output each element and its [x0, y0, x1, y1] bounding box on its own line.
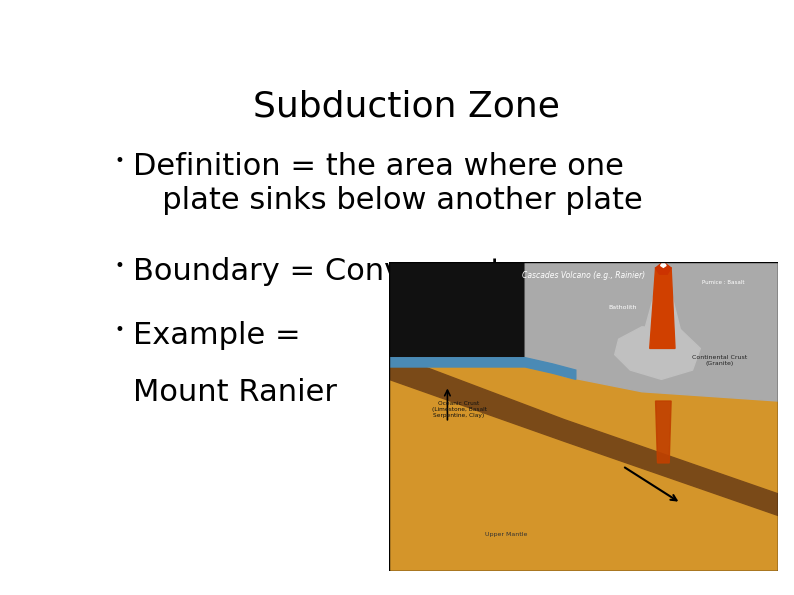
Text: Mount Ranier: Mount Ranier [133, 378, 337, 408]
Text: •: • [114, 257, 124, 275]
Polygon shape [389, 361, 778, 515]
Polygon shape [642, 262, 683, 339]
Text: •: • [114, 321, 124, 339]
Text: •: • [114, 152, 124, 170]
Polygon shape [526, 262, 778, 401]
Text: Pumice : Basalt: Pumice : Basalt [703, 280, 745, 286]
Text: Subduction Zone: Subduction Zone [253, 90, 561, 124]
Polygon shape [656, 401, 671, 463]
Polygon shape [656, 262, 671, 274]
Polygon shape [661, 262, 666, 267]
Text: Definition = the area where one
   plate sinks below another plate: Definition = the area where one plate si… [133, 152, 643, 215]
Polygon shape [389, 358, 576, 380]
Bar [389, 361, 778, 571]
Text: Batholith: Batholith [608, 305, 637, 310]
Polygon shape [615, 327, 700, 380]
Text: Upper Mantle: Upper Mantle [484, 531, 527, 537]
Text: Oceanic Crust
(Limestone, Basalt
Serpentine, Clay): Oceanic Crust (Limestone, Basalt Serpent… [432, 401, 487, 418]
Polygon shape [649, 268, 675, 349]
Text: Example =: Example = [133, 321, 301, 350]
Text: Boundary = Convergent: Boundary = Convergent [133, 257, 503, 286]
Polygon shape [389, 361, 778, 534]
Text: Continental Crust
(Granite): Continental Crust (Granite) [692, 355, 747, 366]
Text: Cascades Volcano (e.g., Rainier): Cascades Volcano (e.g., Rainier) [522, 271, 646, 280]
